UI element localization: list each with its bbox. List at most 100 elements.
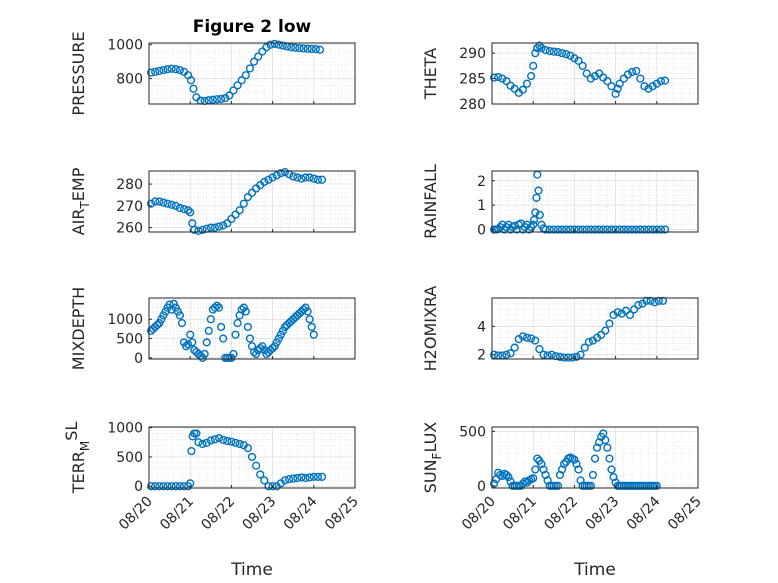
- data-point: [289, 474, 298, 483]
- data-point: [206, 436, 215, 445]
- subplot-1: 800 1000 PRESSURE: [69, 31, 356, 116]
- data-point: [541, 46, 550, 55]
- data-point: [233, 318, 242, 328]
- data-point: [184, 340, 193, 349]
- data-point: [636, 225, 645, 234]
- y-axis-label: RAINFALL: [421, 164, 440, 239]
- data-point: [506, 349, 515, 358]
- data-point: [280, 167, 290, 177]
- data-point: [644, 225, 653, 234]
- data-point: [313, 175, 323, 184]
- data-point: [151, 67, 160, 76]
- y-tick-label: 800: [116, 72, 143, 88]
- data-point: [574, 465, 583, 474]
- y-tick-label: 500: [459, 424, 486, 440]
- data-point: [502, 470, 511, 480]
- data-point: [233, 81, 242, 90]
- data-point: [654, 296, 663, 305]
- y-axis-label: SUNFLUX: [421, 422, 444, 494]
- data-point: [553, 225, 563, 234]
- data-point: [184, 206, 193, 215]
- data-point: [586, 481, 595, 490]
- data-point: [574, 225, 583, 234]
- data-point: [198, 439, 207, 449]
- data-point: [223, 219, 232, 228]
- data-point: [243, 322, 252, 332]
- data-point: [243, 193, 252, 202]
- data-point: [289, 172, 298, 181]
- data-point: [595, 69, 604, 78]
- data-point: [656, 77, 666, 86]
- data-point: [186, 208, 195, 217]
- data-point: [171, 65, 180, 74]
- data-point: [235, 206, 244, 215]
- data-point: [272, 171, 281, 180]
- data-point: [562, 225, 571, 234]
- x-tick-label: 08/22: [541, 494, 581, 534]
- data-point: [229, 86, 238, 95]
- data-point: [268, 344, 277, 353]
- data-point: [284, 475, 294, 484]
- axes-frame: [148, 42, 356, 105]
- data-point: [299, 44, 308, 53]
- data-point: [262, 43, 271, 52]
- data-point: [555, 352, 565, 361]
- data-point: [190, 225, 199, 234]
- data-point: [630, 305, 639, 314]
- y-axis-label: THETA: [421, 48, 440, 100]
- data-point: [305, 473, 314, 482]
- data-point: [601, 435, 610, 445]
- data-point: [223, 436, 232, 446]
- data-point: [155, 66, 164, 76]
- data-point: [241, 307, 250, 316]
- data-point: [590, 454, 600, 463]
- y-tick-label: 0: [134, 479, 143, 495]
- data-point: [225, 91, 234, 100]
- data-point: [210, 223, 220, 232]
- data-point: [534, 186, 543, 195]
- data-point: [619, 74, 628, 83]
- plot-area: [492, 171, 698, 232]
- data-point: [293, 473, 302, 483]
- data-point: [545, 47, 554, 56]
- data-point: [194, 438, 203, 447]
- y-tick-label: 1000: [107, 421, 143, 437]
- subplot-4: 0 1 2 RAINFALL: [421, 164, 699, 239]
- data-point: [584, 337, 593, 347]
- data-point: [295, 43, 304, 53]
- data-point: [301, 173, 310, 182]
- data-point: [607, 465, 616, 474]
- data-point: [241, 71, 250, 80]
- xlabel-left: Time: [230, 560, 273, 580]
- data-point: [603, 77, 612, 86]
- data-point: [531, 208, 540, 217]
- data-point: [256, 470, 265, 479]
- data-point: [529, 474, 538, 483]
- y-tick-label: 2: [477, 348, 486, 364]
- data-point: [545, 225, 554, 234]
- data-point: [146, 482, 156, 491]
- x-tick-label: 08/25: [322, 494, 362, 534]
- data-point: [564, 353, 573, 362]
- data-point: [175, 482, 185, 491]
- data-point: [498, 74, 507, 83]
- data-point: [553, 48, 563, 57]
- data-point: [219, 334, 228, 343]
- data-point: [623, 70, 633, 79]
- data-point: [204, 326, 213, 335]
- data-point: [214, 434, 224, 443]
- data-point: [245, 64, 255, 73]
- data-point: [648, 225, 657, 234]
- data-point: [547, 350, 556, 359]
- data-point: [315, 45, 325, 54]
- data-point: [660, 225, 670, 234]
- data-point: [615, 225, 624, 234]
- data-point: [214, 303, 224, 312]
- data-point: [650, 298, 659, 307]
- data-point: [274, 40, 283, 49]
- data-point: [595, 225, 604, 234]
- data-point: [249, 57, 259, 66]
- data-point: [531, 465, 540, 474]
- data-point: [578, 225, 587, 234]
- data-point: [601, 326, 610, 335]
